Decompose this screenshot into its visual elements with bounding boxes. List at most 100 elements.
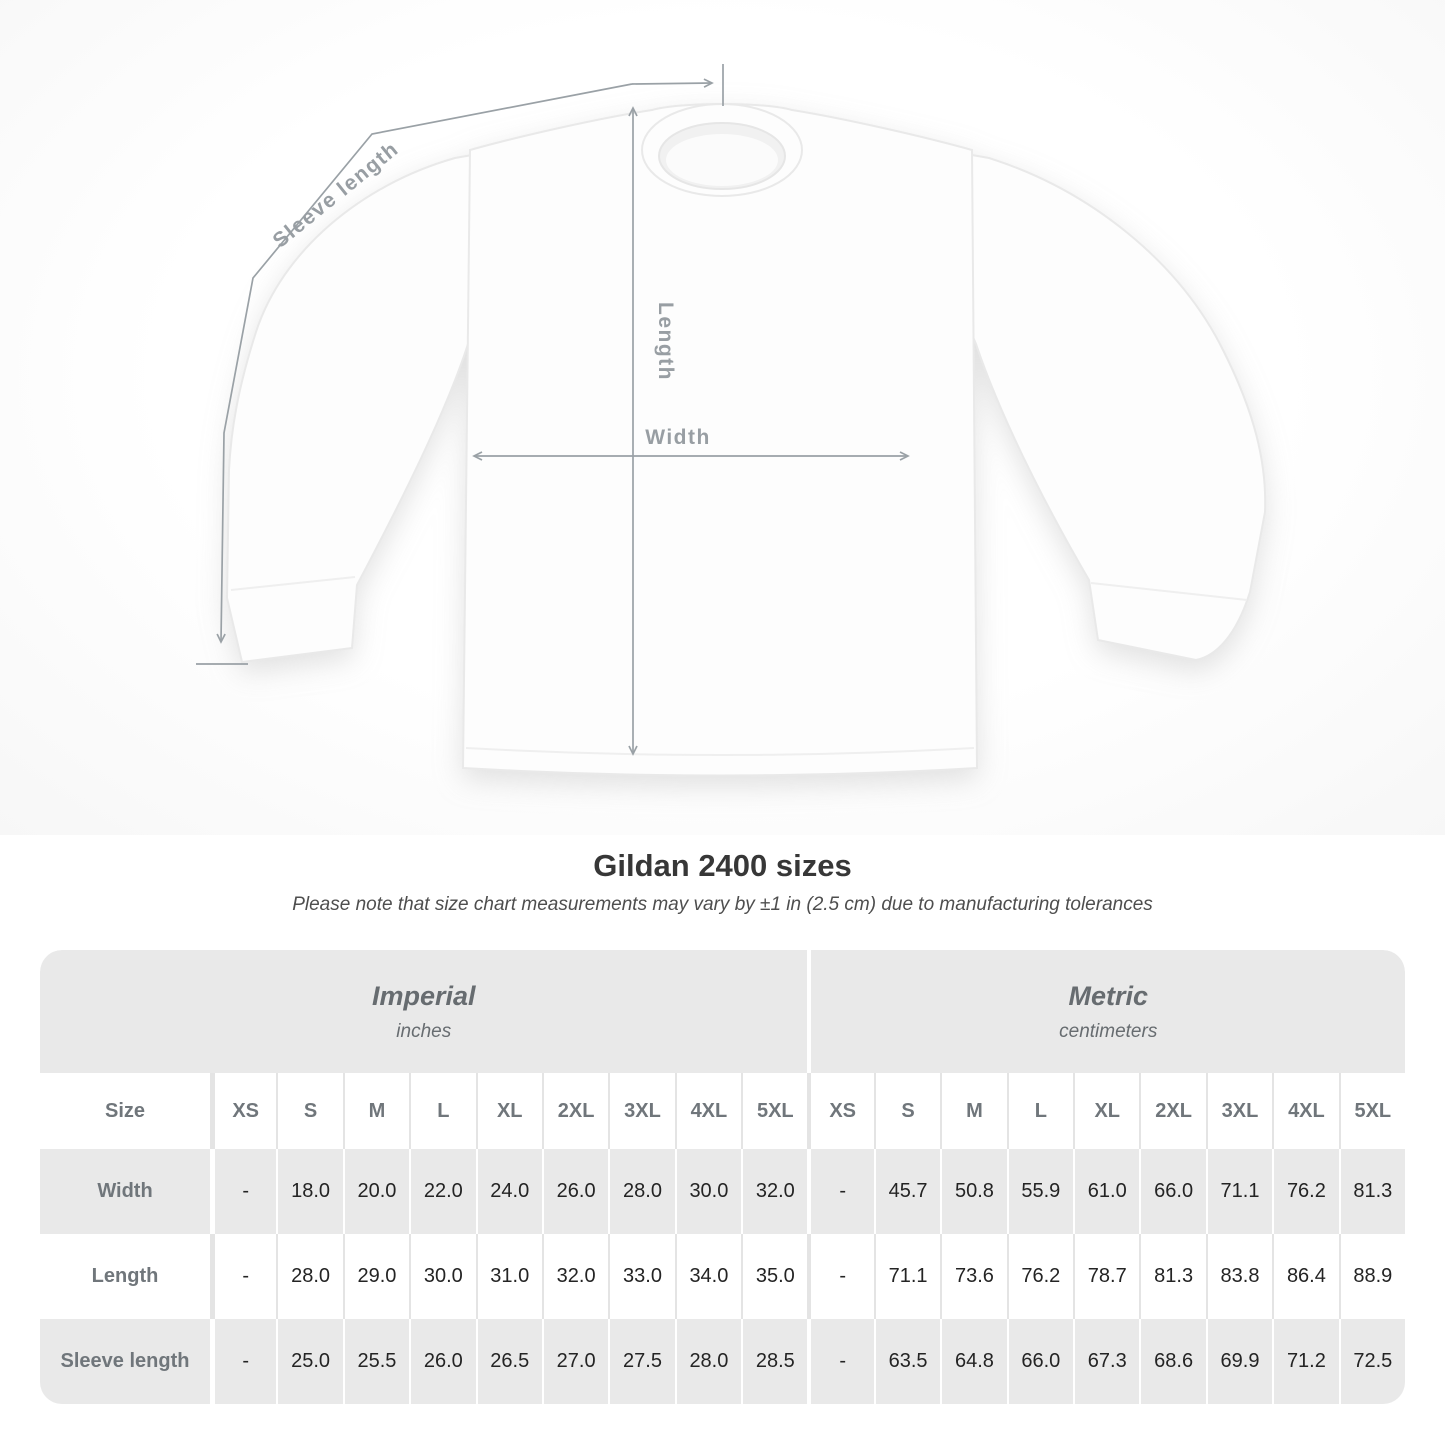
length-label: Length: [654, 302, 677, 381]
measurement-cell-imperial: 25.0: [276, 1319, 343, 1404]
width-label: Width: [645, 426, 711, 449]
measurement-cell-metric: 86.4: [1272, 1234, 1339, 1319]
measurement-cell-metric: 83.8: [1205, 1234, 1273, 1319]
size-corner-label: Size: [40, 1073, 210, 1149]
measurement-cell-imperial: 26.0: [409, 1319, 476, 1404]
page-title: Gildan 2400 sizes: [593, 848, 852, 883]
measurement-cell-imperial: 32.0: [541, 1234, 609, 1319]
measurement-cell-imperial: 27.5: [608, 1319, 675, 1404]
size-col-header-imperial: 3XL: [608, 1073, 675, 1149]
size-col-header-metric: M: [940, 1073, 1007, 1149]
imperial-unit-label: inches: [396, 1020, 452, 1042]
right-cuff-seam: [1090, 582, 1248, 601]
measurement-cell-imperial: 31.0: [475, 1234, 542, 1319]
row-label: Sleeve length: [40, 1319, 210, 1404]
size-col-header-metric: L: [1006, 1073, 1074, 1149]
measurement-cell-imperial: 35.0: [741, 1234, 808, 1319]
size-col-header-imperial: M: [342, 1073, 410, 1149]
size-col-header-imperial: S: [276, 1073, 343, 1149]
measurement-cell-imperial: 28.0: [674, 1319, 742, 1404]
measurement-cell-metric: 67.3: [1073, 1319, 1140, 1404]
unit-group-imperial: Imperial inches: [40, 950, 808, 1073]
size-table-grid: Imperial inches Metric centimeters Size X…: [40, 950, 1405, 1404]
measurement-cell-metric: 81.3: [1139, 1234, 1206, 1319]
right-sleeve: [743, 114, 1267, 662]
measurement-cell-imperial: 33.0: [608, 1234, 675, 1319]
measurement-cell-imperial: 22.0: [409, 1149, 476, 1234]
measurement-cell-metric: 76.2: [1272, 1149, 1339, 1234]
measurement-cell-metric: 50.8: [940, 1149, 1007, 1234]
measurement-cell-imperial: 25.5: [342, 1319, 410, 1404]
measurement-cell-metric: 45.7: [873, 1149, 941, 1234]
measurement-cell-metric: 69.9: [1205, 1319, 1273, 1404]
measurement-cell-metric: 66.0: [1139, 1149, 1206, 1234]
measurement-cell-metric: -: [807, 1234, 874, 1319]
measurement-cell-metric: 71.1: [1205, 1149, 1273, 1234]
size-col-header-metric: 3XL: [1205, 1073, 1273, 1149]
size-col-header-metric: S: [873, 1073, 941, 1149]
tolerance-note: Please note that size chart measurements…: [292, 894, 1153, 915]
measurement-cell-imperial: 30.0: [674, 1149, 742, 1234]
size-col-header-imperial: 5XL: [741, 1073, 808, 1149]
size-col-header-metric: XS: [807, 1073, 874, 1149]
measurement-cell-metric: -: [807, 1149, 874, 1234]
measurement-cell-imperial: -: [210, 1319, 277, 1404]
measurement-cell-imperial: 18.0: [276, 1149, 343, 1234]
measurement-cell-metric: -: [807, 1319, 874, 1404]
shirt-body: [461, 103, 979, 777]
size-col-header-imperial: XL: [475, 1073, 542, 1149]
shirt-diagram-svg: Sleeve length Length Width: [196, 64, 1267, 777]
metric-unit-label: centimeters: [1059, 1020, 1158, 1042]
metric-label: Metric: [1068, 980, 1148, 1011]
size-col-header-metric: 2XL: [1139, 1073, 1206, 1149]
measurement-cell-imperial: 32.0: [741, 1149, 808, 1234]
measurement-cell-metric: 78.7: [1073, 1234, 1140, 1319]
measurement-cell-imperial: 26.0: [541, 1149, 609, 1234]
measurement-cell-imperial: 28.5: [741, 1319, 808, 1404]
row-label: Length: [40, 1234, 210, 1319]
imperial-label: Imperial: [371, 980, 476, 1011]
size-col-header-metric: XL: [1073, 1073, 1140, 1149]
measurement-cell-imperial: 28.0: [276, 1234, 343, 1319]
measurement-cell-imperial: 26.5: [475, 1319, 542, 1404]
size-col-header-metric: 5XL: [1338, 1073, 1405, 1149]
title-block: Gildan 2400 sizes Please note that size …: [0, 848, 1445, 916]
measurement-cell-metric: 63.5: [873, 1319, 941, 1404]
measurement-cell-metric: 88.9: [1338, 1234, 1405, 1319]
measurement-cell-metric: 55.9: [1006, 1149, 1074, 1234]
measurement-cell-metric: 76.2: [1006, 1234, 1074, 1319]
sleeve-length-arrow: [216, 83, 633, 644]
measurement-cell-imperial: 27.0: [541, 1319, 609, 1404]
measurement-cell-imperial: 34.0: [674, 1234, 742, 1319]
measurement-cell-imperial: 29.0: [342, 1234, 410, 1319]
row-label: Width: [40, 1149, 210, 1234]
size-col-header-imperial: 4XL: [674, 1073, 742, 1149]
measurement-cell-metric: 71.2: [1272, 1319, 1339, 1404]
size-col-header-imperial: L: [409, 1073, 476, 1149]
shirt-measurement-diagram: Sleeve length Length Width: [0, 0, 1445, 835]
measurement-cell-imperial: 24.0: [475, 1149, 542, 1234]
measurement-cell-imperial: -: [210, 1149, 277, 1234]
measurement-cell-imperial: 30.0: [409, 1234, 476, 1319]
hem-seam: [465, 747, 975, 756]
size-table: Imperial inches Metric centimeters Size X…: [40, 950, 1405, 1404]
size-col-header-imperial: 2XL: [541, 1073, 609, 1149]
measurement-cell-metric: 73.6: [940, 1234, 1007, 1319]
measurement-cell-metric: 68.6: [1139, 1319, 1206, 1404]
size-col-header-imperial: XS: [210, 1073, 277, 1149]
measurement-cell-metric: 81.3: [1338, 1149, 1405, 1234]
unit-group-metric: Metric centimeters: [807, 950, 1405, 1073]
measurement-cell-imperial: 28.0: [608, 1149, 675, 1234]
collar-inner: [666, 134, 778, 186]
measurement-cell-metric: 71.1: [873, 1234, 941, 1319]
left-cuff-seam: [230, 576, 356, 591]
measurement-cell-imperial: 20.0: [342, 1149, 410, 1234]
measurement-cell-metric: 72.5: [1338, 1319, 1405, 1404]
measurement-cell-metric: 66.0: [1006, 1319, 1074, 1404]
measurement-cell-metric: 61.0: [1073, 1149, 1140, 1234]
long-sleeve-shirt-illustration: [225, 103, 1267, 777]
size-col-header-metric: 4XL: [1272, 1073, 1339, 1149]
measurement-cell-metric: 64.8: [940, 1319, 1007, 1404]
left-sleeve: [225, 114, 701, 664]
sleeve-length-top-arrow: [631, 78, 714, 88]
